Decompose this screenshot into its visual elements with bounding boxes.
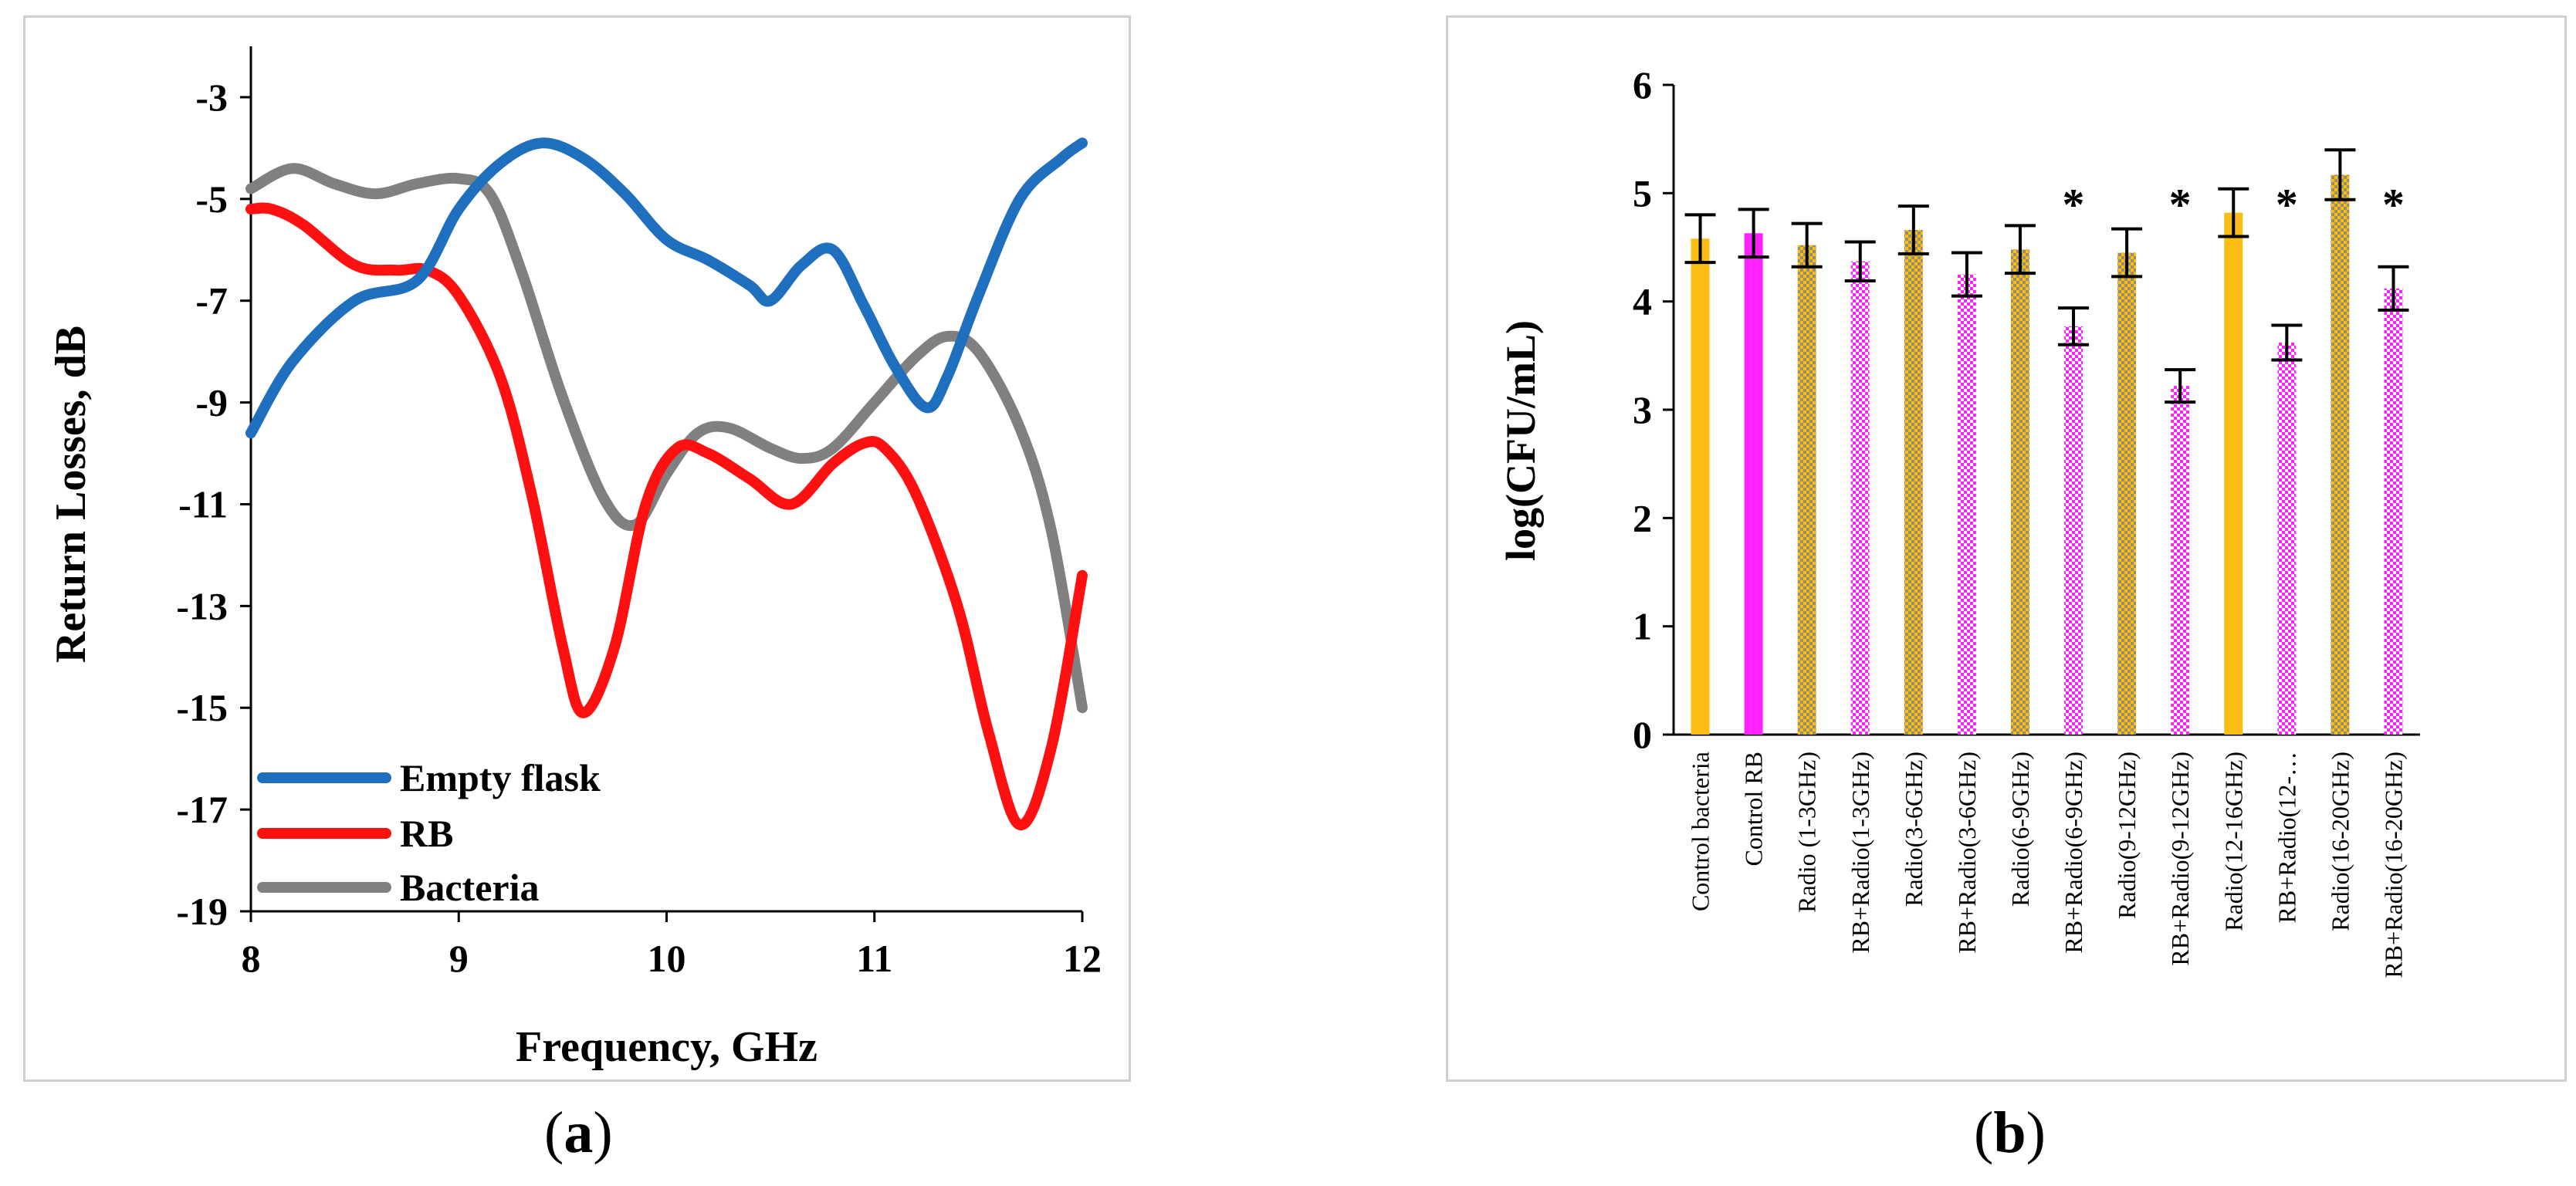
panel-a-frame [23, 15, 1131, 1082]
significance-marker: * [2169, 179, 2192, 229]
x-tick-label: 9 [449, 937, 469, 980]
x-category-label: Radio(6-9GHz) [2006, 752, 2034, 907]
y-tick-label: 4 [1633, 280, 1652, 323]
bar [1691, 238, 1710, 735]
y-tick-label: -7 [195, 279, 228, 323]
x-category-label: RB+Radio(12-… [2273, 752, 2300, 923]
x-category-label: Control RB [1740, 752, 1768, 866]
y-tick-label: -5 [195, 177, 228, 221]
y-tick-label: 5 [1633, 171, 1652, 215]
caption-b: (b) [1974, 1100, 2046, 1165]
y-tick-label: 6 [1633, 63, 1652, 106]
series-line-empty-flask [245, 137, 1088, 439]
y-tick-label: -9 [195, 381, 228, 424]
bar [2117, 252, 2137, 735]
panel-b-frame [1446, 15, 2567, 1082]
y-tick-label: 3 [1633, 388, 1652, 431]
y-tick-label: -15 [176, 686, 228, 729]
x-tick-label: 10 [648, 937, 686, 980]
bar [1957, 274, 1976, 735]
return-losses-line-chart: -3 -5 -7 -9 -11 -13 -15 -17 -19 8 9 10 11 12 Frequency… [47, 46, 1102, 1071]
bar [2224, 212, 2243, 735]
y-tick-label: 2 [1633, 496, 1652, 539]
significance-marker: * [2276, 179, 2298, 229]
y-tick-label: -3 [195, 76, 228, 119]
significance-marker: * [2063, 179, 2085, 229]
bar [1850, 261, 1870, 735]
bar [2171, 386, 2190, 735]
bar [2010, 249, 2029, 735]
x-category-label: Radio(9-12GHz) [2113, 752, 2141, 919]
x-tick-label: 12 [1063, 937, 1102, 980]
y-axis-title: Return Losses, dB [47, 326, 95, 663]
y-tick-label: -13 [176, 584, 228, 627]
x-tick-label: 8 [242, 937, 261, 980]
x-category-label: RB+Radio(1-3GHz) [1847, 752, 1874, 954]
caption-a: (a) [544, 1100, 613, 1165]
bar [2277, 342, 2297, 735]
x-category-label: RB+Radio(6-9GHz) [2060, 752, 2087, 954]
x-category-label: Radio(3-6GHz) [1900, 752, 1928, 907]
y-tick-label: -17 [176, 788, 228, 831]
bar [1797, 245, 1816, 735]
series-line-rb [245, 202, 1088, 830]
x-category-label: Radio (1-3GHz) [1793, 752, 1821, 913]
cfu-bar-chart: 0 1 2 3 4 5 6 log(CFU/mL) Control bacteria Contro… [1498, 63, 2420, 978]
legend-label-bacteria: Bacteria [400, 866, 539, 909]
series-line-bacteria [245, 163, 1088, 714]
legend-label-empty-flask: Empty flask [400, 756, 601, 799]
x-category-label: Radio(16-20GHz) [2326, 752, 2354, 931]
significance-marker: * [2382, 179, 2405, 229]
bar [1904, 230, 1923, 735]
bar [2331, 174, 2350, 735]
x-category-label: RB+Radio(3-6GHz) [1953, 752, 1981, 954]
x-category-label: RB+Radio(9-12GHz) [2166, 752, 2194, 966]
x-axis-title: Frequency, GHz [516, 1023, 817, 1071]
y-axis-title: log(CFU/mL) [1498, 320, 1544, 561]
x-category-label: Radio(12-16GHz) [2219, 752, 2247, 931]
y-tick-label: 1 [1633, 605, 1652, 648]
legend-label-rb: RB [400, 812, 453, 855]
y-tick-label: -11 [178, 482, 228, 525]
bar [2384, 288, 2403, 735]
bar [1744, 233, 1763, 735]
x-category-label: RB+Radio(16-20GHz) [2379, 752, 2407, 978]
x-category-label: Control bacteria [1687, 752, 1715, 911]
y-tick-label: 0 [1633, 713, 1652, 756]
y-tick-label: -19 [176, 890, 228, 933]
bar [2064, 326, 2083, 735]
x-tick-label: 11 [856, 937, 892, 980]
